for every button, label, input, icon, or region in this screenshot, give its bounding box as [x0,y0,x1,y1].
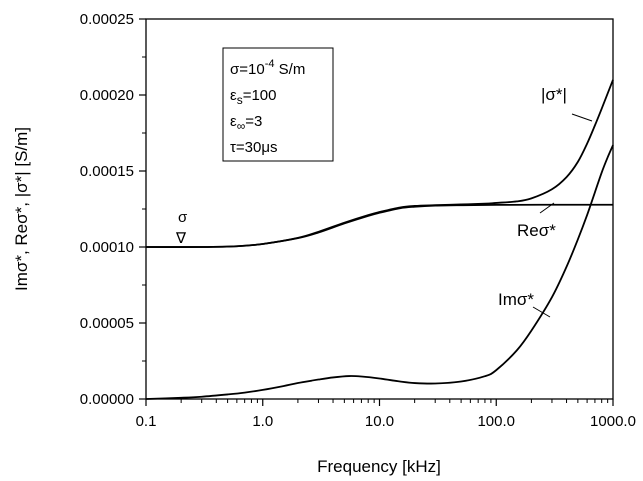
x-axis-title: Frequency [kHz] [317,457,441,476]
y-axis-title: Imσ*, Reσ*, |σ*| [S/m] [12,127,31,291]
y-tick-label: 0.00025 [80,11,134,28]
leader-line [532,306,551,318]
x-tick-label: 1000.0 [590,413,636,430]
x-tick-label: 0.1 [136,413,157,430]
x-tick-label: 10.0 [365,413,394,430]
sigma-dc-marker: ∇ [175,230,187,247]
plot-frame [145,18,614,400]
y-tick-label: 0.00000 [80,391,134,408]
y-tick-label: 0.00005 [80,315,134,332]
y-axis: 0.00000 0.00005 0.00010 0.00015 0.00020 0.000… [80,11,146,408]
x-tick-label: 1.0 [252,413,273,430]
x-axis: 0.1 1.0 10.0 100.0 1000.0 [136,399,636,430]
x-tick-label: 100.0 [477,413,515,430]
y-tick-label: 0.00010 [80,239,134,256]
leader-line [571,113,593,122]
series-group [145,79,614,400]
re-sigma-curve [145,203,614,248]
re-sigma-label: Reσ* [517,221,556,240]
param-eps-s: εs=100 [230,87,276,107]
parameters-box [222,47,334,162]
leader-line [539,202,555,214]
param-tau: τ=30μs [230,139,278,156]
im-sigma-label: Imσ* [498,290,534,309]
y-tick-label: 0.00020 [80,87,134,104]
im-sigma-curve [145,144,614,400]
series-labels: |σ*| Reσ* Imσ* [498,85,593,318]
abs-sigma-label: |σ*| [541,85,567,104]
sigma-dc-label: σ [178,209,188,226]
param-sigma: σ=10-4 S/m [230,58,305,78]
y-tick-label: 0.00015 [80,163,134,180]
